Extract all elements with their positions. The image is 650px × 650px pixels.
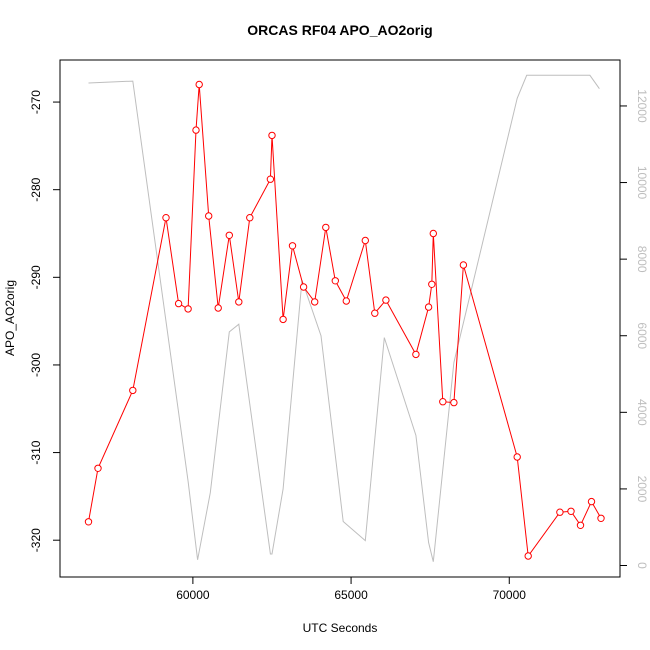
y-right-tick-label: 8000 [635, 246, 649, 273]
x-tick-label: 70000 [493, 588, 527, 602]
data-point [288, 242, 297, 250]
data-point [331, 277, 339, 285]
y-axis-label: APO_AO2orig [3, 280, 17, 356]
data-point [424, 303, 433, 311]
series-line-right-axis [88, 74, 600, 562]
plot-frame [59, 59, 621, 578]
data-point [524, 552, 532, 560]
y-tick-label: -290 [29, 265, 43, 289]
data-point [361, 236, 369, 245]
data-point [195, 80, 203, 89]
data-point [184, 305, 192, 313]
y-right-tick-label: 12000 [635, 89, 649, 123]
data-point [299, 283, 308, 291]
data-point [439, 398, 447, 406]
y-tick-label: -300 [29, 353, 43, 377]
data-point [214, 304, 222, 312]
data-point [311, 298, 319, 306]
y-tick-label: -280 [29, 177, 43, 201]
data-point [266, 175, 275, 183]
y-right-tick-label: 2000 [635, 476, 649, 503]
data-point [246, 214, 254, 222]
y-tick-label: -320 [29, 528, 43, 552]
y-right-tick-label: 0 [635, 562, 649, 569]
data-point [513, 453, 521, 461]
axes-ticks: 60000 65000 70000 -320 -310 -300 -290 -280 -270 0… [29, 89, 649, 602]
data-point [205, 212, 213, 220]
data-point [268, 131, 276, 140]
data-point [225, 231, 234, 240]
y-right-tick-label: 4000 [635, 399, 649, 426]
data-point [174, 299, 183, 308]
data-point [342, 297, 350, 305]
data-point [459, 261, 468, 269]
x-tick-label: 65000 [334, 588, 368, 602]
data-point [129, 386, 137, 395]
data-point [279, 315, 287, 324]
data-point [412, 350, 420, 359]
y-tick-label: -270 [29, 90, 43, 114]
y-right-tick-label: 10000 [635, 166, 649, 200]
data-point [94, 464, 102, 472]
y-tick-label: -310 [29, 440, 43, 464]
x-tick-label: 60000 [176, 588, 210, 602]
data-point [556, 508, 564, 516]
data-point [567, 507, 575, 515]
data-point [576, 521, 585, 529]
data-point [597, 514, 605, 522]
series-layer [84, 74, 605, 562]
data-point [235, 298, 243, 306]
data-point [192, 126, 200, 134]
data-point [587, 497, 596, 506]
x-axis-label: UTC Seconds [303, 621, 378, 635]
data-point [162, 214, 170, 222]
data-point [450, 398, 458, 407]
data-point [382, 296, 390, 304]
data-point [84, 518, 93, 526]
data-point [428, 280, 436, 288]
data-point [429, 229, 437, 238]
data-point [371, 309, 379, 317]
y-right-tick-label: 6000 [635, 322, 649, 349]
data-point [322, 223, 330, 232]
chart-title: ORCAS RF04 APO_AO2orig [247, 22, 432, 38]
